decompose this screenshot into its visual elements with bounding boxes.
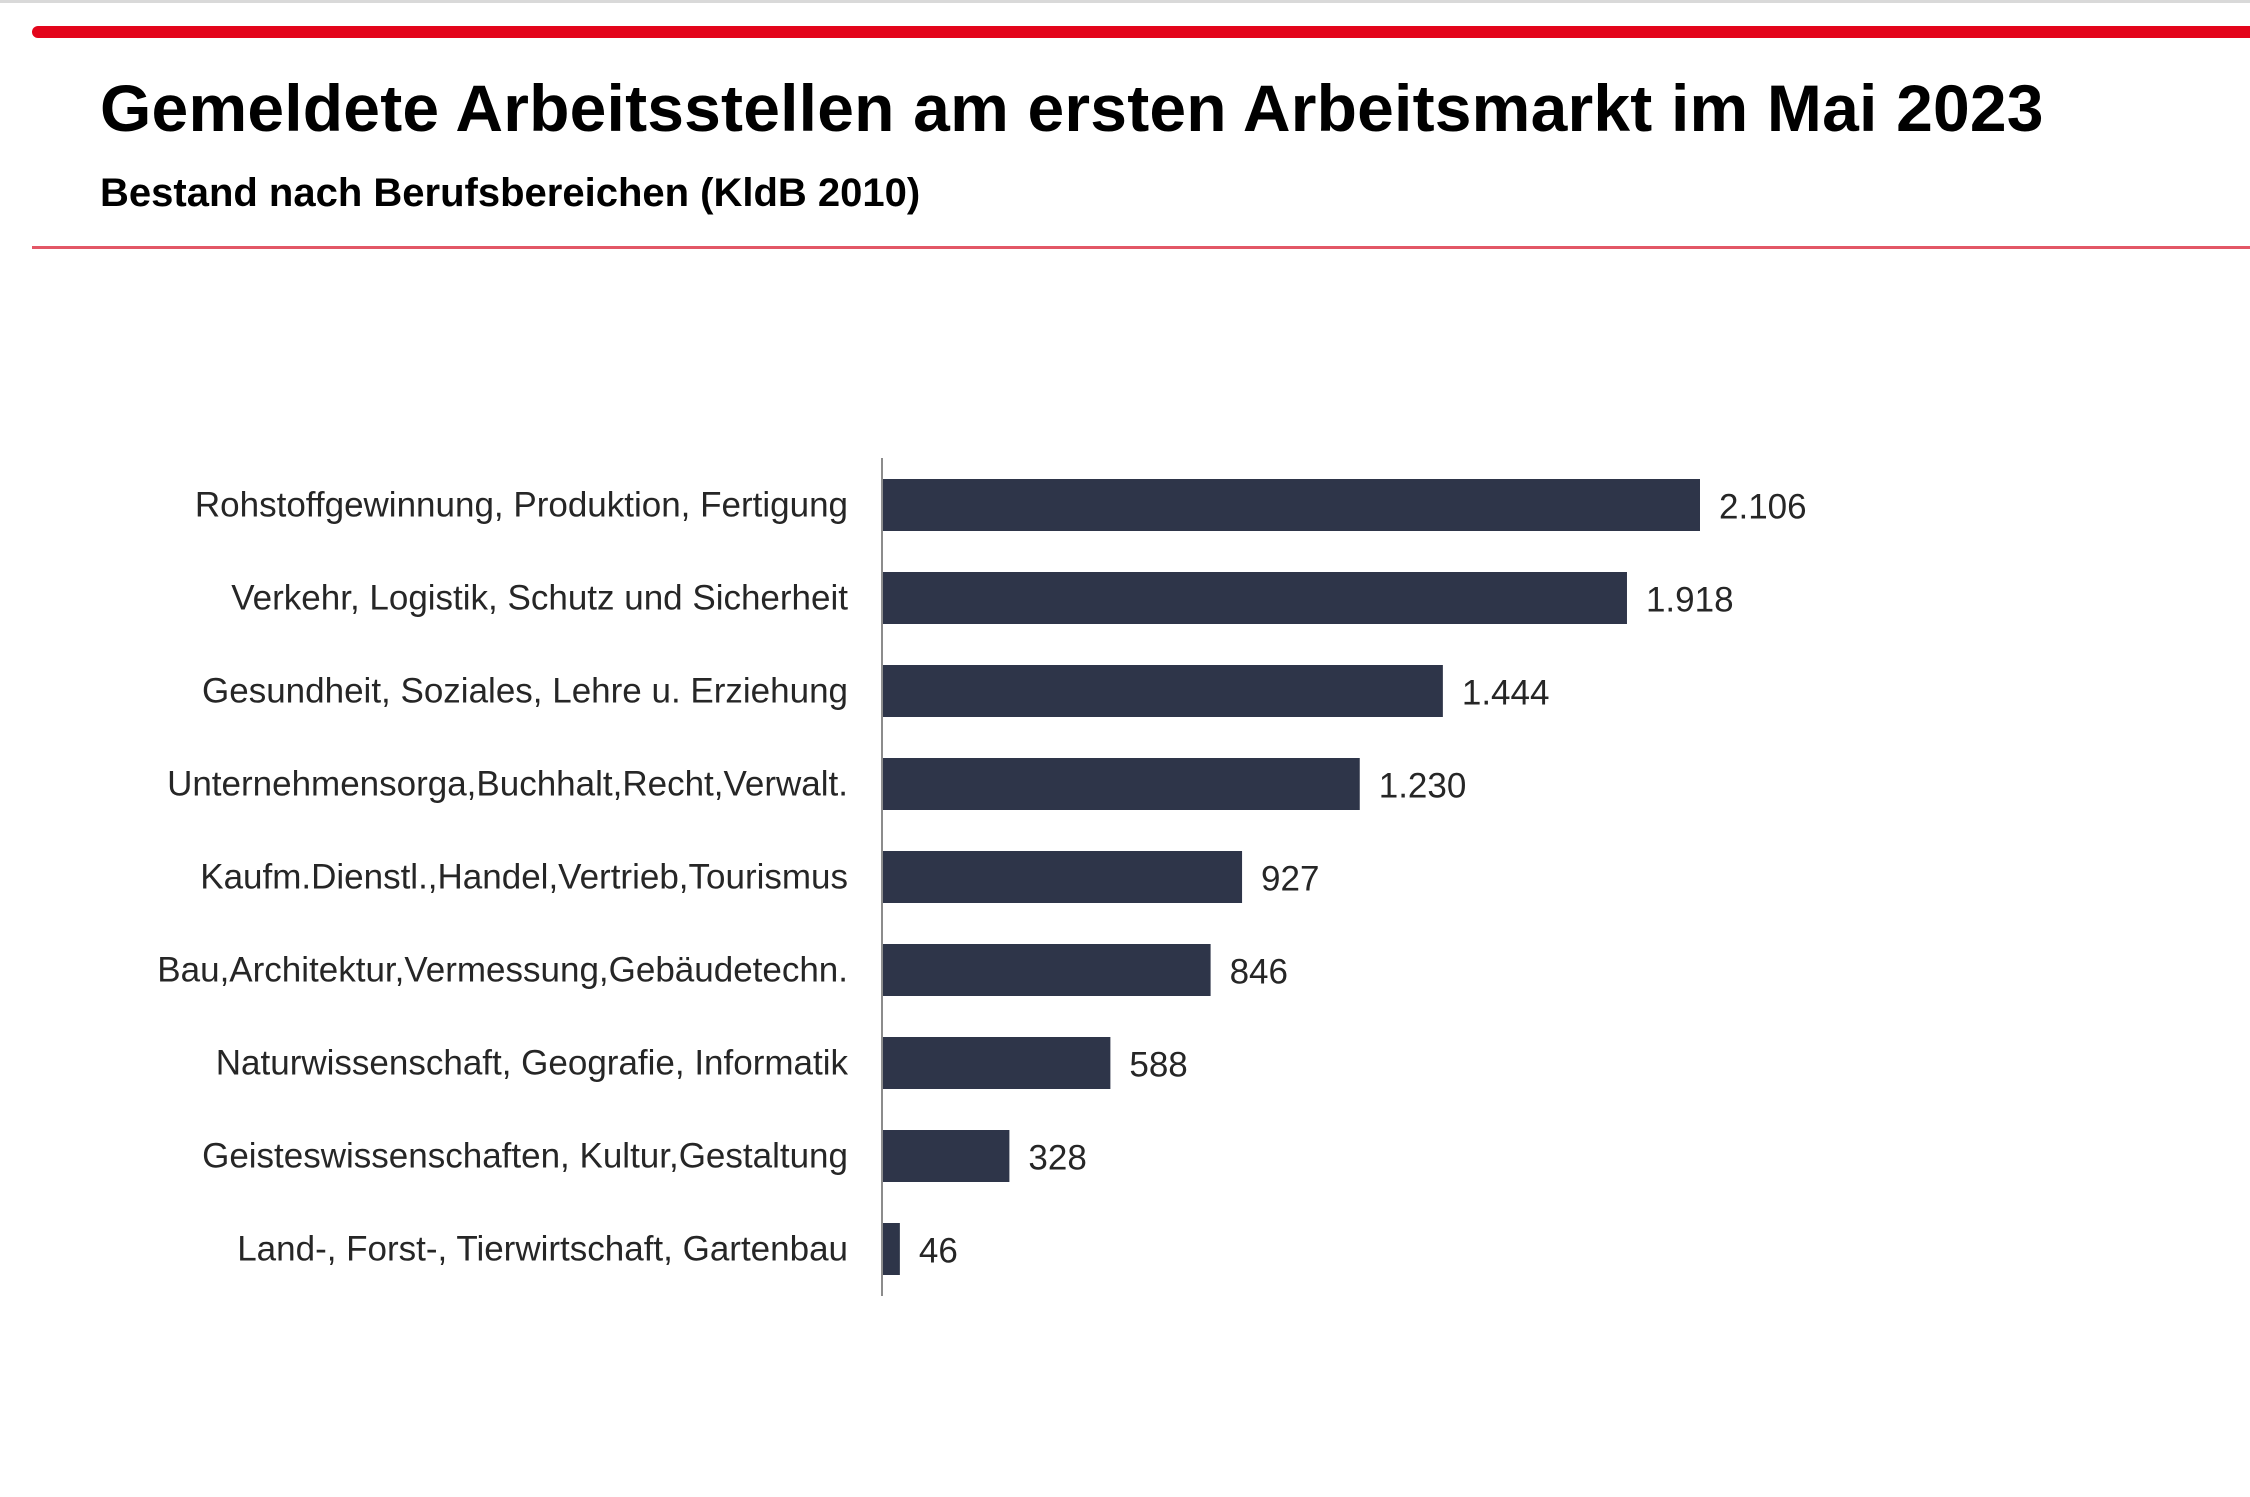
category-label: Gesundheit, Soziales, Lehre u. Erziehung — [202, 672, 848, 711]
value-labels-group: 2.106 1.918 1.444 1.230 927 846 588 328 46 — [919, 488, 1807, 1271]
category-label: Rohstoffgewinnung, Produktion, Fertigung — [195, 486, 848, 525]
category-label: Kaufm.Dienstl.,Handel,Vertrieb,Tourismus — [200, 858, 848, 897]
bar — [882, 758, 1360, 810]
bar — [882, 1223, 900, 1275]
value-label: 588 — [1129, 1046, 1187, 1085]
bar — [882, 479, 1700, 531]
bar — [882, 944, 1211, 996]
bar — [882, 1130, 1010, 1182]
category-label: Verkehr, Logistik, Schutz und Sicherheit — [231, 579, 848, 618]
header-divider — [32, 246, 2250, 249]
value-label: 927 — [1261, 860, 1319, 899]
chart-subtitle: Bestand nach Berufsbereichen (KldB 2010) — [100, 171, 921, 215]
value-label: 1.918 — [1646, 581, 1734, 620]
chart-title: Gemeldete Arbeitsstellen am ersten Arbei… — [100, 71, 2044, 145]
accent-bar — [32, 26, 2250, 38]
value-label: 1.444 — [1462, 674, 1550, 713]
value-label: 328 — [1028, 1139, 1086, 1178]
bar — [882, 851, 1243, 903]
bar — [882, 572, 1627, 624]
value-label: 2.106 — [1719, 488, 1807, 527]
category-label: Unternehmensorga,Buchhalt,Recht,Verwalt. — [167, 765, 848, 804]
bar — [882, 665, 1443, 717]
value-label: 1.230 — [1379, 767, 1467, 806]
category-labels-group: Rohstoffgewinnung, Produktion, Fertigung… — [157, 486, 848, 1269]
bar — [882, 1037, 1111, 1089]
value-label: 846 — [1230, 953, 1288, 992]
value-label: 46 — [919, 1232, 958, 1271]
category-label: Naturwissenschaft, Geografie, Informatik — [216, 1044, 849, 1083]
top-border-line — [0, 0, 2250, 3]
category-label: Land-, Forst-, Tierwirtschaft, Gartenbau — [237, 1230, 848, 1269]
bars-group — [882, 479, 1700, 1275]
category-label: Geisteswissenschaften, Kultur,Gestaltung — [202, 1137, 848, 1176]
category-label: Bau,Architektur,Vermessung,Gebäudetechn. — [157, 951, 848, 990]
